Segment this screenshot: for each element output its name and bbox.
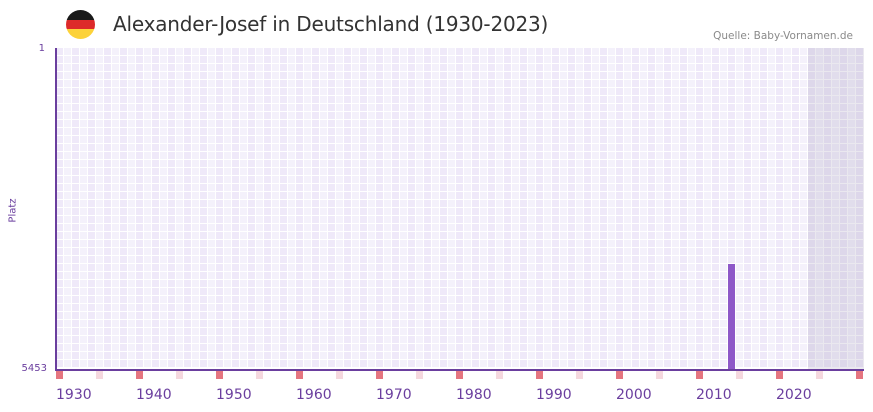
- y-axis-title: Platz: [7, 198, 19, 223]
- year-marker-1975: [416, 371, 423, 379]
- y-axis-line: [55, 48, 57, 371]
- chart-title: Alexander-Josef in Deutschland (1930-202…: [113, 12, 549, 36]
- year-marker-2000: [616, 371, 623, 379]
- year-marker-1935: [96, 371, 103, 379]
- year-marker-1930: [56, 371, 63, 379]
- year-marker-2010: [696, 371, 703, 379]
- y-tick-top: 1: [38, 43, 45, 54]
- x-tick-2000: 2000: [616, 387, 652, 403]
- flag-stripe-red: [66, 19, 95, 30]
- x-tick-1930: 1930: [56, 387, 92, 403]
- x-tick-2010: 2010: [696, 387, 732, 403]
- x-axis-line: [55, 369, 864, 371]
- x-tick-1950: 1950: [216, 387, 252, 403]
- year-marker-2015: [736, 371, 743, 379]
- year-marker-1955: [256, 371, 263, 379]
- year-marker-1970: [376, 371, 383, 379]
- year-marker-1985: [496, 371, 503, 379]
- year-marker-1960: [296, 371, 303, 379]
- x-tick-1960: 1960: [296, 387, 332, 403]
- year-marker-2005: [656, 371, 663, 379]
- future-shaded-region: [808, 48, 864, 370]
- year-marker-2025: [816, 371, 823, 379]
- year-marker-2030: [856, 371, 863, 379]
- background-grid: [56, 48, 864, 370]
- year-marker-1945: [176, 371, 183, 379]
- year-marker-1950: [216, 371, 223, 379]
- y-tick-bottom: 5453: [21, 363, 47, 374]
- x-tick-1990: 1990: [536, 387, 572, 403]
- rank-bar-2014[interactable]: [728, 264, 735, 370]
- x-tick-1940: 1940: [136, 387, 172, 403]
- source-credit: Quelle: Baby-Vornamen.de: [713, 30, 853, 42]
- year-marker-2020: [776, 371, 783, 379]
- plot-area: [56, 48, 864, 370]
- year-marker-1995: [576, 371, 583, 379]
- decade-markers: [56, 371, 864, 379]
- year-marker-1965: [336, 371, 343, 379]
- x-tick-2020: 2020: [776, 387, 812, 403]
- year-marker-1990: [536, 371, 543, 379]
- flag-stripe-black: [66, 10, 95, 20]
- year-marker-1980: [456, 371, 463, 379]
- x-tick-1980: 1980: [456, 387, 492, 403]
- germany-flag-icon: [66, 10, 95, 39]
- flag-stripe-gold: [66, 29, 95, 39]
- x-tick-1970: 1970: [376, 387, 412, 403]
- year-marker-1940: [136, 371, 143, 379]
